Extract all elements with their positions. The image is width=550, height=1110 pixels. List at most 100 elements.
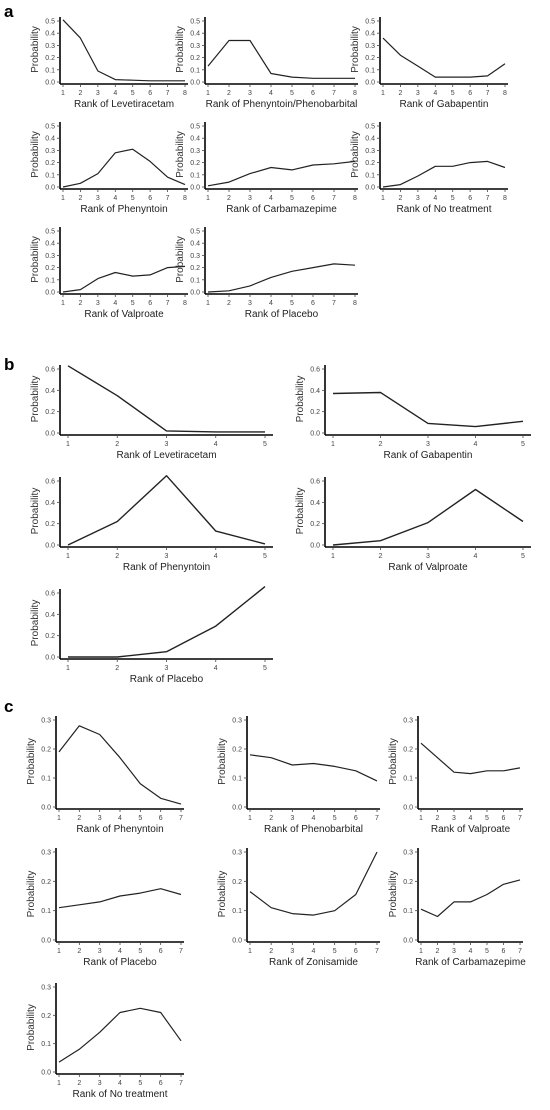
x-axis-label: Rank of Phenyntoin — [76, 824, 163, 835]
y-tick-label: 0.4 — [45, 500, 55, 507]
y-axis-label: Probability — [175, 26, 186, 73]
x-tick-label: 4 — [312, 948, 316, 955]
series-line — [332, 391, 524, 428]
x-tick-label: 2 — [436, 948, 440, 955]
y-tick-label: 0.4 — [45, 241, 55, 248]
x-tick-label: 4 — [474, 441, 478, 448]
x-axis-label: Rank of Phenyntoin/Phenobarbital — [206, 99, 358, 110]
x-tick-label: 7 — [332, 195, 336, 202]
chart-3: 0.0 0.1 0.2 0.3 0.4 0.5 1 2 3 4 5 6 7 8 Probability Ran… — [30, 122, 188, 215]
x-tick-label: 1 — [331, 441, 335, 448]
x-tick-label: 6 — [148, 195, 152, 202]
y-axis-label: Probability — [217, 871, 228, 918]
x-tick-label: 2 — [379, 441, 383, 448]
x-axis-label: Rank of Placebo — [83, 957, 157, 968]
y-tick-label: 0.0 — [45, 655, 55, 662]
x-tick-label: 8 — [183, 300, 187, 307]
chart-12: 0.0 0.2 0.4 0.6 1 2 3 4 5 Probability Rank of Plac… — [30, 586, 273, 685]
x-tick-label: 3 — [165, 665, 169, 672]
y-tick-label: 0.6 — [45, 479, 55, 486]
x-axis-label: Rank of No treatment — [396, 204, 491, 215]
x-axis-label: Rank of Valproate — [84, 309, 164, 320]
x-tick-label: 2 — [379, 553, 383, 560]
x-tick-label: 4 — [269, 195, 273, 202]
x-axis-label: Rank of Zonisamide — [269, 957, 358, 968]
x-tick-label: 1 — [61, 90, 65, 97]
x-tick-label: 2 — [227, 195, 231, 202]
x-tick-label: 2 — [78, 90, 82, 97]
x-tick-label: 6 — [148, 300, 152, 307]
x-tick-label: 3 — [452, 948, 456, 955]
x-tick-label: 1 — [206, 195, 210, 202]
y-axis-label: Probability — [30, 131, 41, 178]
x-tick-label: 3 — [416, 195, 420, 202]
x-tick-label: 3 — [98, 815, 102, 822]
x-axis-label: Rank of Carbamazepime — [226, 204, 337, 215]
y-tick-label: 0.4 — [310, 500, 320, 507]
x-tick-label: 5 — [131, 90, 135, 97]
y-tick-label: 0.2 — [190, 55, 200, 62]
y-tick-label: 0.3 — [190, 43, 200, 50]
x-tick-label: 3 — [96, 195, 100, 202]
chart-16: 0.0 0.1 0.2 0.3 1 2 3 4 5 6 7 Probability Rank of Pl… — [26, 848, 184, 968]
y-tick-label: 0.0 — [232, 938, 242, 945]
x-tick-label: 1 — [381, 195, 385, 202]
x-axis-label: Rank of Phenyntoin — [123, 562, 210, 573]
y-tick-label: 0.2 — [403, 747, 413, 754]
y-tick-label: 0.0 — [403, 938, 413, 945]
y-axis-label: Probability — [26, 1004, 37, 1051]
panel-label-a: a — [4, 2, 14, 21]
x-tick-label: 5 — [131, 195, 135, 202]
y-tick-label: 0.4 — [190, 31, 200, 38]
x-tick-label: 7 — [332, 300, 336, 307]
x-axis-label: Rank of Valproate — [431, 824, 511, 835]
y-tick-label: 0.1 — [41, 908, 51, 915]
y-axis-label: Probability — [30, 376, 41, 423]
x-tick-label: 1 — [248, 815, 252, 822]
chart-15: 0.0 0.1 0.2 0.3 1 2 3 4 5 6 7 Probability Rank of Va… — [388, 716, 523, 835]
x-tick-label: 4 — [469, 948, 473, 955]
y-tick-label: 0.2 — [232, 747, 242, 754]
x-tick-label: 5 — [451, 90, 455, 97]
x-tick-label: 2 — [78, 300, 82, 307]
x-tick-label: 3 — [452, 815, 456, 822]
x-tick-label: 4 — [433, 90, 437, 97]
y-tick-label: 0.3 — [365, 43, 375, 50]
series-line — [62, 265, 186, 293]
y-axis-label: Probability — [30, 488, 41, 535]
y-axis-label: Probability — [388, 738, 399, 785]
y-tick-label: 0.2 — [41, 747, 51, 754]
x-tick-label: 1 — [206, 300, 210, 307]
y-tick-label: 0.2 — [45, 55, 55, 62]
x-tick-label: 6 — [148, 90, 152, 97]
series-line — [62, 148, 186, 188]
x-axis-label: Rank of Gabapentin — [384, 450, 473, 461]
chart-13: 0.0 0.1 0.2 0.3 1 2 3 4 5 6 7 Probability Rank of Ph… — [26, 716, 184, 835]
y-tick-label: 0.5 — [190, 124, 200, 131]
y-tick-label: 0.6 — [310, 367, 320, 374]
x-tick-label: 8 — [353, 195, 357, 202]
x-tick-label: 6 — [311, 195, 315, 202]
x-tick-label: 6 — [159, 948, 163, 955]
y-tick-label: 0.0 — [365, 185, 375, 192]
y-tick-label: 0.2 — [45, 160, 55, 167]
x-tick-label: 1 — [419, 815, 423, 822]
x-tick-label: 2 — [78, 195, 82, 202]
series-line — [58, 1007, 182, 1063]
y-tick-label: 0.1 — [45, 172, 55, 179]
y-tick-label: 0.5 — [45, 124, 55, 131]
x-axis-label: Rank of Placebo — [130, 674, 204, 685]
x-tick-label: 2 — [77, 948, 81, 955]
chart-2: 0.0 0.1 0.2 0.3 0.4 0.5 1 2 3 4 5 6 7 8 Probability Ran… — [350, 17, 508, 110]
x-tick-label: 1 — [381, 90, 385, 97]
x-tick-label: 7 — [179, 815, 183, 822]
x-tick-label: 1 — [57, 815, 61, 822]
x-tick-label: 6 — [502, 815, 506, 822]
x-tick-label: 7 — [518, 815, 522, 822]
x-tick-label: 1 — [66, 553, 70, 560]
x-tick-label: 5 — [290, 300, 294, 307]
y-tick-label: 0.3 — [190, 148, 200, 155]
x-tick-label: 3 — [248, 90, 252, 97]
chart-5: 0.0 0.1 0.2 0.3 0.4 0.5 1 2 3 4 5 6 7 8 Probability Ran… — [350, 122, 508, 215]
series-line — [249, 754, 378, 782]
